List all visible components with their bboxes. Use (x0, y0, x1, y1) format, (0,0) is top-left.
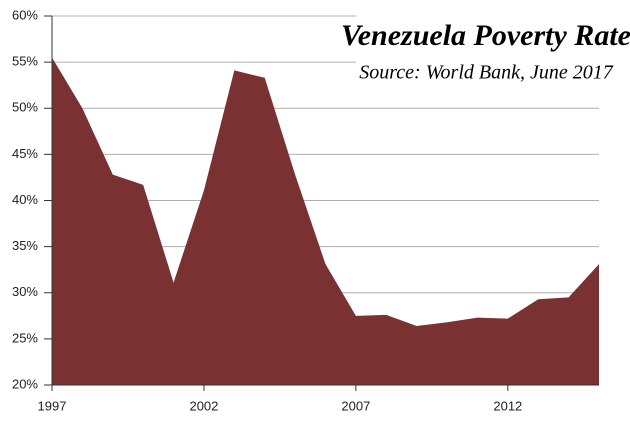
y-tick-label: 45% (12, 146, 38, 161)
title-backdrop (356, 4, 616, 92)
x-tick-label: 2012 (493, 398, 522, 413)
area-layer (52, 57, 599, 385)
y-tick-label: 20% (12, 376, 38, 391)
y-tick-label: 30% (12, 284, 38, 299)
y-tick-label: 60% (12, 7, 38, 22)
y-tick-label: 25% (12, 330, 38, 345)
y-tick-label: 55% (12, 54, 38, 69)
x-tick-label: 2002 (189, 398, 218, 413)
y-tick-label: 40% (12, 192, 38, 207)
x-tick-label: 1997 (38, 398, 67, 413)
area (52, 57, 599, 385)
axis-layer: 20% 25% 30% 35% 40% 45% 50% 55% 60% 1997 2002 2007 2… (12, 7, 599, 413)
chart-title: Venezuela Poverty Rate (341, 19, 630, 52)
y-tick-label: 50% (12, 100, 38, 115)
chart-subtitle: Source: World Bank, June 2017 (359, 62, 613, 84)
y-tick-label: 35% (12, 238, 38, 253)
x-tick-label: 2007 (341, 398, 370, 413)
